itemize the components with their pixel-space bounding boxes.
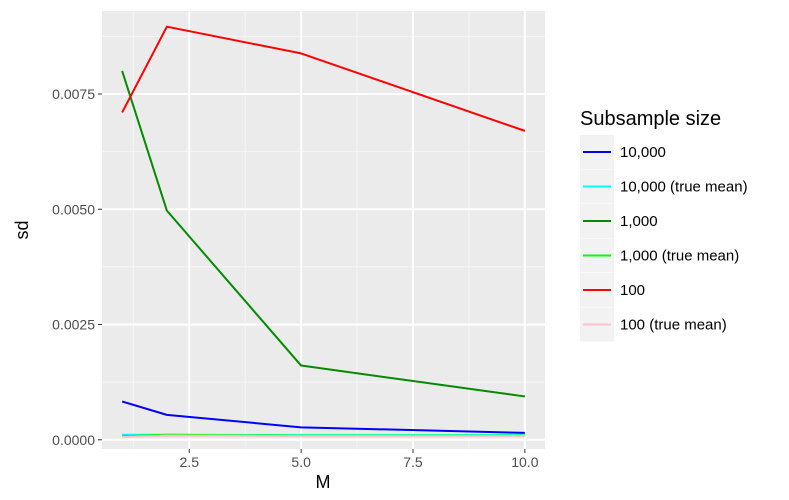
legend-label: 10,000 (true mean) (620, 179, 748, 196)
legend-title: Subsample size (580, 108, 721, 130)
panel-background (102, 11, 545, 449)
y-tick-label: 0.0000 (52, 432, 95, 448)
x-tick-label: 10.0 (511, 454, 538, 470)
legend-label: 10,000 (620, 144, 666, 161)
minor-gridlines (102, 11, 545, 449)
legend-label: 100 (true mean) (620, 317, 727, 334)
x-tick-label: 5.0 (291, 454, 311, 470)
legend: Subsample size 10,000 10,000 (true mean) 1… (580, 108, 748, 342)
series-lines (121, 25, 526, 439)
y-axis-title: sd (12, 220, 32, 239)
y-tick-label: 0.0075 (52, 86, 95, 102)
x-tick-label: 2.5 (180, 454, 200, 470)
y-tick-label: 0.0025 (52, 317, 95, 333)
legend-label: 100 (620, 282, 645, 299)
x-axis-title: M (316, 472, 331, 492)
series-line (121, 25, 526, 132)
series-line (122, 434, 525, 439)
y-tick-label: 0.0050 (52, 201, 95, 217)
legend-label: 1,000 (true mean) (620, 248, 739, 265)
x-tick-label: 7.5 (403, 454, 423, 470)
y-axis-ticks: 0.0000 0.0025 0.0050 0.0075 (52, 86, 102, 448)
x-axis-ticks: 2.5 5.0 7.5 10.0 (180, 449, 539, 470)
series-line (121, 70, 526, 398)
series-line (121, 400, 525, 434)
major-gridlines (102, 11, 545, 449)
legend-label: 1,000 (620, 213, 658, 230)
